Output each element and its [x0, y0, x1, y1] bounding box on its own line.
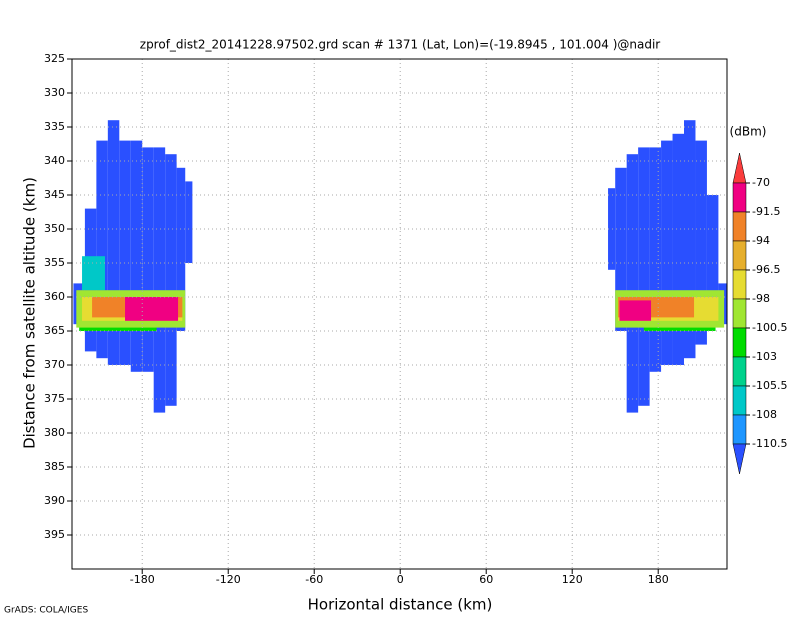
footer: GrADS: COLA/IGES	[4, 606, 88, 616]
heat-cell	[125, 297, 179, 321]
heat-cell	[608, 188, 616, 270]
heat-cell	[96, 140, 108, 359]
y-tick-label: 375	[44, 392, 65, 405]
x-axis-label: Horizontal distance (km)	[308, 596, 493, 614]
heat-cell	[638, 147, 650, 406]
heat-cell	[684, 120, 696, 359]
y-tick-label: 325	[44, 52, 65, 65]
colorbar-label: -91.5	[752, 205, 780, 218]
y-tick-label: 385	[44, 460, 65, 473]
colorbar-segment	[732, 240, 747, 271]
colorbar-label: -105.5	[752, 379, 787, 392]
y-tick-label: 335	[44, 120, 65, 133]
colorbar-segment	[732, 182, 747, 213]
heat-cell	[706, 195, 719, 325]
colorbar-label: -98	[752, 292, 770, 305]
colorbar-triangle	[732, 152, 747, 184]
heat-cell	[176, 167, 186, 331]
x-tick-label: -60	[305, 573, 323, 586]
y-tick-label: 365	[44, 324, 65, 337]
y-tick-label: 355	[44, 256, 65, 269]
x-tick-label: -120	[216, 573, 241, 586]
heat-cell	[672, 133, 685, 365]
y-tick-label: 340	[44, 154, 65, 167]
heat-cell	[649, 147, 662, 372]
colorbar-segment	[732, 414, 747, 445]
colorbar-segment	[732, 211, 747, 242]
colorbar-segment	[732, 269, 747, 300]
colorbar-label: -103	[752, 350, 777, 363]
colorbar-segment	[732, 356, 747, 387]
colorbar-label: -108	[752, 408, 777, 421]
colorbar-label: -100.5	[752, 321, 787, 334]
chart-title: zprof_dist2_20141228.97502.grd scan # 13…	[140, 38, 661, 52]
x-tick-label: 60	[479, 573, 493, 586]
heat-cell	[153, 147, 166, 413]
colorbar-triangle	[732, 443, 747, 475]
y-tick-label: 380	[44, 426, 65, 439]
colorbar-segment	[732, 327, 747, 358]
colorbar-label: -110.5	[752, 437, 787, 450]
y-tick-label: 350	[44, 222, 65, 235]
heat-cell	[615, 167, 627, 331]
colorbar-unit: (dBm)	[730, 125, 767, 139]
x-tick-label: 180	[648, 573, 669, 586]
heat-cell	[165, 154, 177, 406]
colorbar-label: -96.5	[752, 263, 780, 276]
x-tick-label: 120	[562, 573, 583, 586]
y-tick-label: 345	[44, 188, 65, 201]
x-tick-label: 0	[397, 573, 404, 586]
colorbar-label: -70	[752, 176, 770, 189]
heat-cell	[130, 140, 143, 372]
y-tick-label: 370	[44, 358, 65, 371]
plot-frame	[71, 58, 728, 570]
heat-cell	[185, 181, 193, 263]
heat-cell	[82, 256, 105, 291]
colorbar-segment	[732, 298, 747, 329]
y-axis-label: Distance from satellite altitude (km)	[21, 177, 39, 449]
heat-cell	[142, 147, 154, 372]
heat-cell	[626, 154, 639, 413]
heat-cell	[107, 120, 120, 365]
y-tick-label: 360	[44, 290, 65, 303]
y-tick-label: 390	[44, 494, 65, 507]
heat-cell	[619, 300, 652, 321]
y-tick-label: 330	[44, 86, 65, 99]
heat-cell	[661, 140, 673, 365]
y-tick-label: 395	[44, 528, 65, 541]
heat-cell	[119, 140, 131, 365]
x-tick-label: -180	[130, 573, 155, 586]
heat-cell	[695, 140, 707, 345]
colorbar-segment	[732, 385, 747, 416]
colorbar-label: -94	[752, 234, 770, 247]
